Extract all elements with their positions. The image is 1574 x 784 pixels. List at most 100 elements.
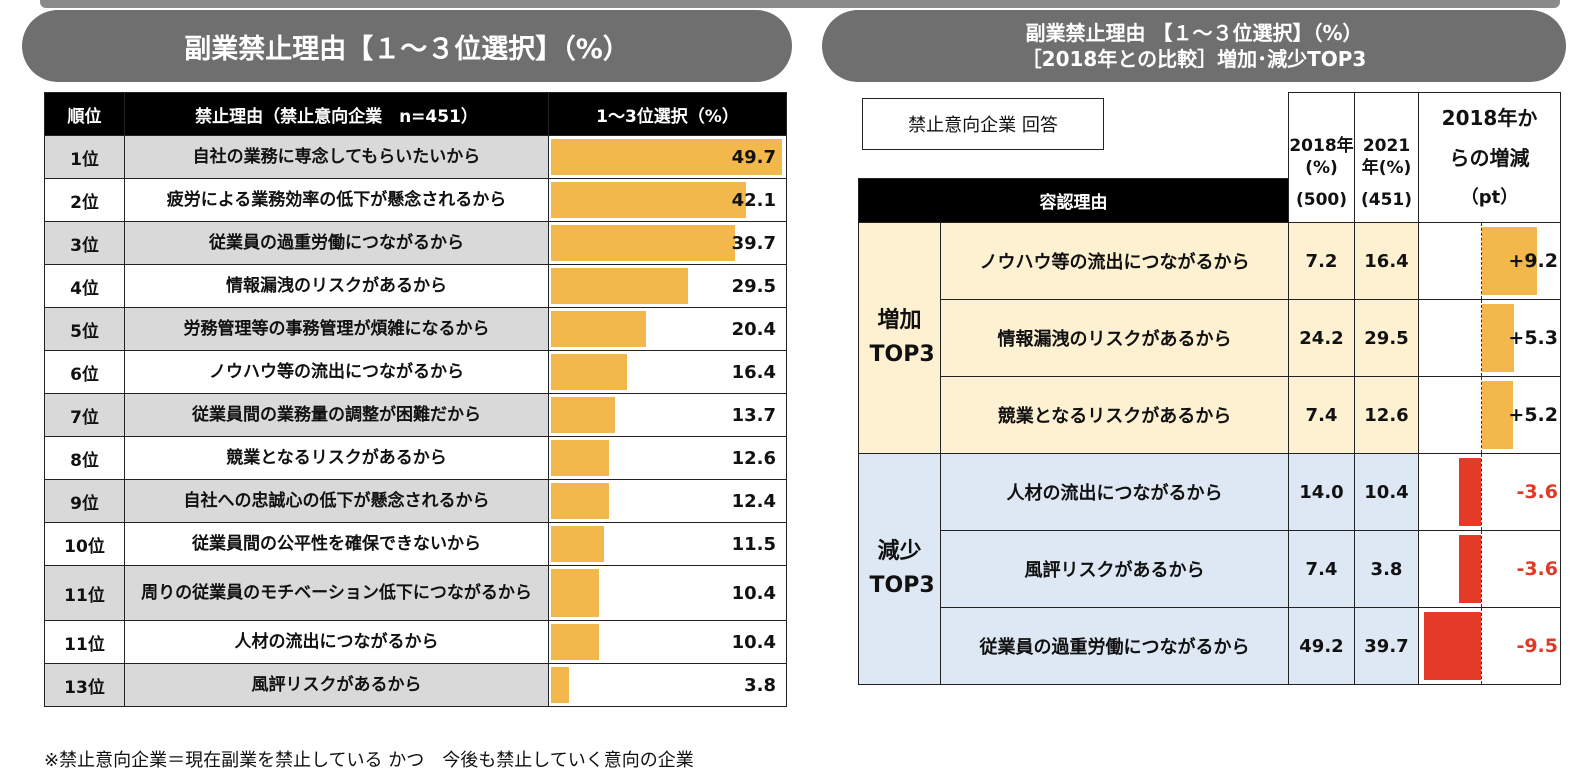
comparison-table: 2018年(%) 2021年(%) 2018年からの増減 （pt） 容認理由 (… [858,92,1561,685]
reason-cell: 自社への忠誠心の低下が懸念されるから [124,479,549,523]
rank-cell: 2位 [44,178,125,222]
rank-cell: 10位 [44,522,125,566]
reason-cell: 周りの従業員のモチベーション低下につながるから [124,565,549,621]
zero-line [1481,300,1482,376]
reason-cell: 労務管理等の事務管理が煩雑になるから [124,307,549,351]
bar-value-label: 10.4 [731,582,776,604]
table-row: 9位 自社への忠誠心の低下が懸念されるから 12.4 [44,479,787,523]
diff-bar [1482,304,1514,372]
bar [551,624,600,660]
comparison-row: 増加TOP3 ノウハウ等の流出につながるから 7.2 16.4 +9.2 [858,222,1561,454]
diff-bar [1482,227,1538,295]
value-2021: 39.7 [1354,607,1419,685]
rank-cell: 4位 [44,264,125,308]
header-reason: 禁止理由（禁止意向企業 n=451） [124,92,549,136]
n-2018: (500) [1288,178,1355,223]
col-2021-header: 2021年(%) [1354,92,1419,179]
reason-cell: 自社の業務に専念してもらいたいから [124,135,549,179]
value-cell: 12.4 [548,479,787,523]
table-row: 5位 労務管理等の事務管理が煩雑になるから 20.4 [44,307,787,351]
bar-value-label: 12.6 [731,447,776,469]
bar [551,311,646,347]
legend-label: 禁止意向企業 回答 [908,115,1058,136]
table-row: 4位 情報漏洩のリスクがあるから 29.5 [44,264,787,308]
bar [551,268,688,304]
diff-value: +9.2 [1508,250,1558,272]
value-cell: 29.5 [548,264,787,308]
reason-cell: 人材の流出につながるから [124,620,549,664]
value-2018: 24.2 [1288,299,1355,377]
bar [551,139,782,175]
reason-cell: 風評リスクがあるから [940,530,1289,608]
reason-cell: ノウハウ等の流出につながるから [940,222,1289,300]
bar-value-label: 12.4 [731,490,776,512]
diff-cell: +5.2 [1418,376,1561,454]
left-title-text: 副業禁止理由【１～３位選択】（%） [184,33,630,65]
zero-line [1481,531,1482,607]
table-row: 13位 風評リスクがあるから 3.8 [44,663,787,707]
diff-bar [1459,535,1481,603]
value-cell: 13.7 [548,393,787,437]
diff-value: -3.6 [1516,558,1558,580]
value-cell: 12.6 [548,436,787,480]
comparison-row: 減少TOP3 人材の流出につながるから 14.0 10.4 -3.6 [858,453,1561,685]
bar [551,397,615,433]
reason-cell: 従業員間の公平性を確保できないから [124,522,549,566]
bar-value-label: 20.4 [731,318,776,340]
bar [551,667,569,703]
bar-value-label: 13.7 [731,404,776,426]
rank-cell: 13位 [44,663,125,707]
group-label: 増加TOP3 [858,222,941,454]
table-row: 10位 従業員間の公平性を確保できないから 11.5 [44,522,787,566]
bar [551,182,747,218]
comparison-row: 競業となるリスクがあるから 7.4 12.6 +5.2 [859,376,1561,454]
zero-line [1481,454,1482,530]
left-chart-title: 副業禁止理由【１～３位選択】（%） [22,10,792,82]
table-row: 7位 従業員間の業務量の調整が困難だから 13.7 [44,393,787,437]
diff-cell: -3.6 [1418,453,1561,531]
value-2018: 7.4 [1288,530,1355,608]
value-2018: 7.2 [1288,222,1355,300]
diff-value: +5.3 [1508,327,1558,349]
rank-cell: 11位 [44,620,125,664]
bar-value-label: 49.7 [731,146,776,168]
diff-cell: +9.2 [1418,222,1561,300]
value-cell: 42.1 [548,178,787,222]
diff-bar [1424,612,1481,680]
table-row: 3位 従業員の過重労働につながるから 39.7 [44,221,787,265]
diff-value: +5.2 [1508,404,1558,426]
col-diff-unit: （pt） [1460,186,1519,208]
value-cell: 10.4 [548,565,787,621]
value-cell: 20.4 [548,307,787,351]
col-2018-header: 2018年(%) [1288,92,1355,179]
value-2021: 10.4 [1354,453,1419,531]
right-chart-title: 副業禁止理由 【１～３位選択】（%） ［2018年との比較］増加･減少TOP3 [822,10,1566,82]
diff-cell: +5.3 [1418,299,1561,377]
bar-value-label: 10.4 [731,631,776,653]
rank-cell: 6位 [44,350,125,394]
diff-value: -9.5 [1516,635,1558,657]
col-diff-header: 2018年からの増減 （pt） [1418,92,1561,223]
rank-cell: 8位 [44,436,125,480]
bar [551,569,600,617]
rank-cell: 5位 [44,307,125,351]
value-cell: 16.4 [548,350,787,394]
bar [551,526,605,562]
diff-cell: -9.5 [1418,607,1561,685]
table-row: 6位 ノウハウ等の流出につながるから 16.4 [44,350,787,394]
diff-value: -3.6 [1516,481,1558,503]
zero-line [1481,608,1482,684]
value-cell: 39.7 [548,221,787,265]
bar [551,440,610,476]
reason-cell: 従業員の過重労働につながるから [940,607,1289,685]
value-2021: 12.6 [1354,376,1419,454]
bar-value-label: 29.5 [731,275,776,297]
value-2018: 14.0 [1288,453,1355,531]
ranking-table: 順位 禁止理由（禁止意向企業 n=451） 1～3位選択（%） 1位 自社の業務に… [44,92,787,707]
value-2021: 29.5 [1354,299,1419,377]
top-divider [40,0,1560,8]
table-row: 11位 周りの従業員のモチベーション低下につながるから 10.4 [44,565,787,621]
rank-cell: 3位 [44,221,125,265]
bar-value-label: 42.1 [731,189,776,211]
table-row: 1位 自社の業務に専念してもらいたいから 49.7 [44,135,787,179]
